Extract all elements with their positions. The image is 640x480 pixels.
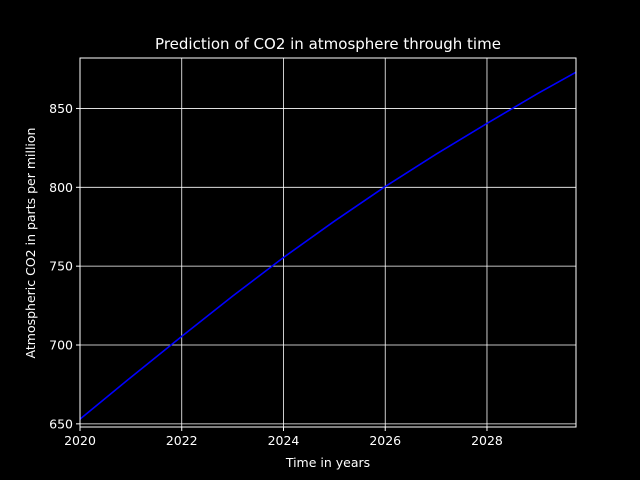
y-tick-label: 700 — [49, 338, 73, 353]
x-tick-label: 2026 — [369, 433, 401, 448]
x-tick-label: 2022 — [166, 433, 198, 448]
x-tick-label: 2024 — [268, 433, 300, 448]
x-axis-label: Time in years — [285, 455, 370, 470]
co2-series-line — [79, 71, 577, 420]
y-tick-label: 800 — [49, 180, 73, 195]
y-axis-label: Atmospheric CO2 in parts per million — [23, 128, 38, 359]
plot-frame — [79, 57, 577, 428]
x-tick-label: 2028 — [471, 433, 503, 448]
y-tick-label: 750 — [49, 259, 73, 274]
grid — [79, 58, 576, 427]
ticks: 2020 2022 2024 2026 2028 650 700 750 800 850 — [49, 101, 503, 448]
chart-title: Prediction of CO2 in atmosphere through … — [155, 35, 501, 53]
y-tick-label: 650 — [49, 416, 73, 431]
x-tick-label: 2020 — [64, 433, 96, 448]
y-tick-label: 850 — [49, 101, 73, 116]
series-layer — [79, 71, 577, 420]
